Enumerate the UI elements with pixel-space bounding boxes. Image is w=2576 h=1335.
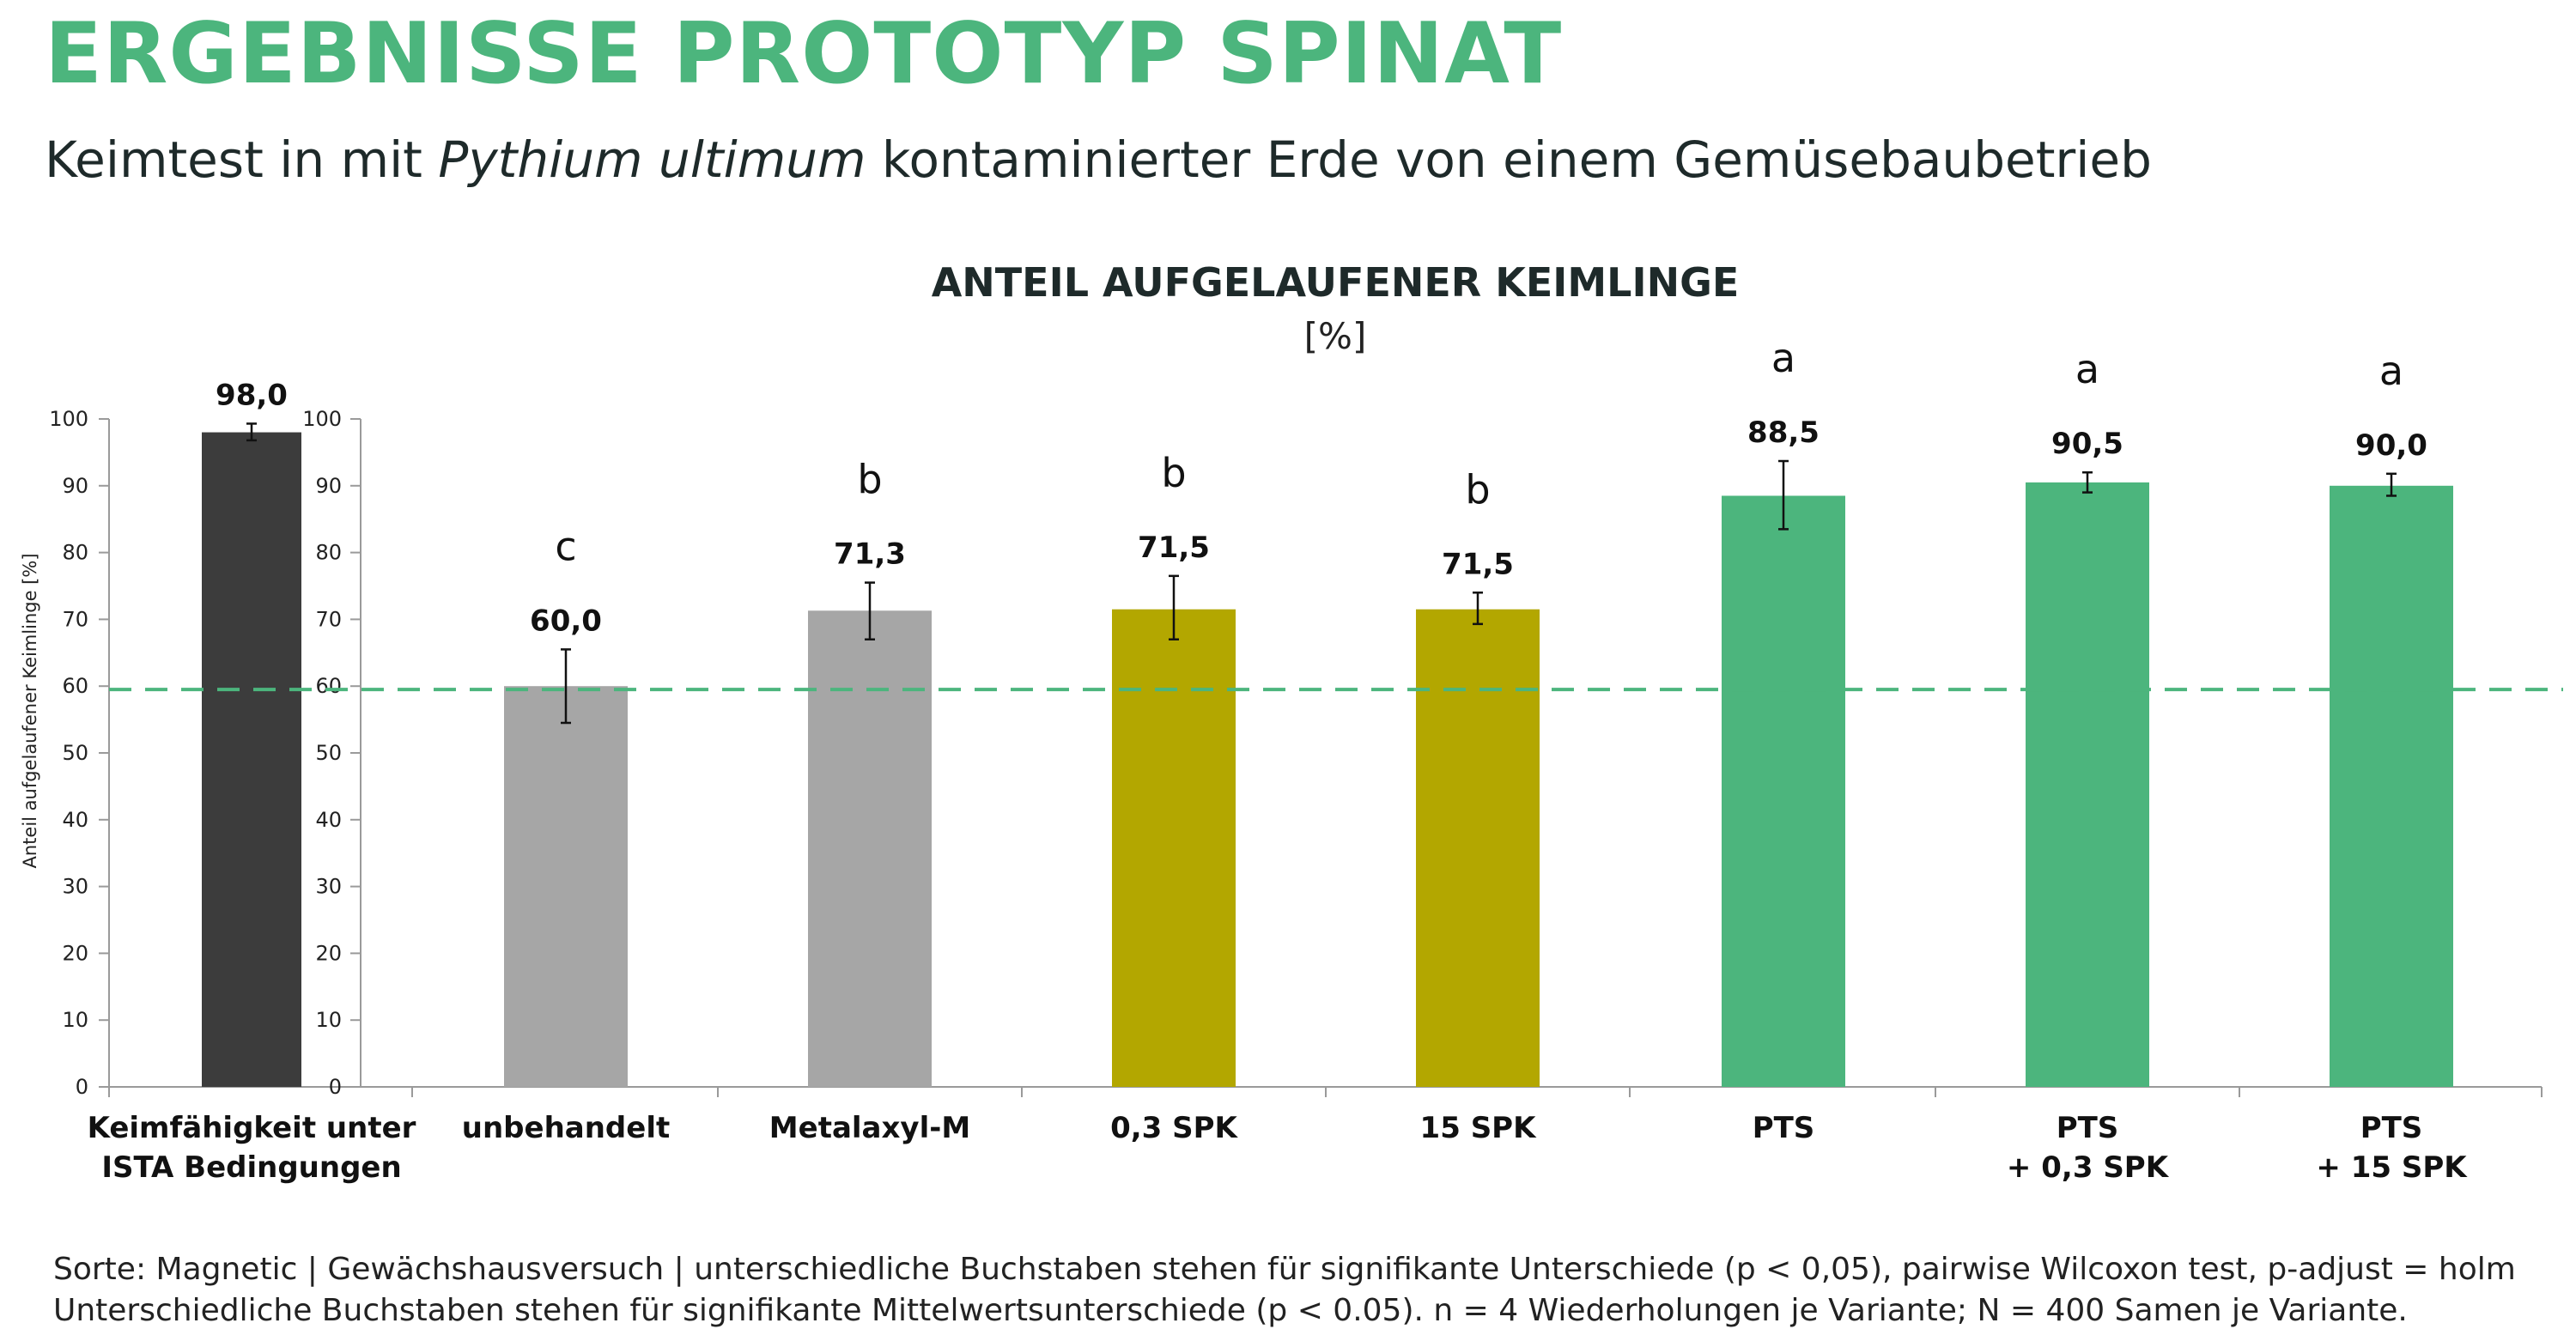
bar	[808, 610, 932, 1087]
significance-letter: b	[857, 457, 882, 503]
footnote-line: Unterschiedliche Buchstaben stehen für s…	[53, 1293, 2408, 1328]
y-tick-label: 60	[62, 674, 88, 698]
x-tick-label: Metalaxyl-M	[769, 1111, 970, 1145]
y-tick-label: 50	[315, 741, 342, 765]
y-tick-label: 30	[315, 875, 342, 899]
y-tick-label: 30	[62, 875, 88, 899]
x-tick-label: PTS	[2057, 1111, 2119, 1145]
bar	[2330, 485, 2453, 1087]
y-axis-label: Anteil aufgelaufener Keimlinge [%]	[20, 553, 40, 868]
y-tick-label: 90	[315, 474, 342, 498]
data-label: 90,5	[2051, 427, 2123, 461]
x-tick-label: unbehandelt	[462, 1111, 670, 1145]
y-tick-label: 100	[49, 407, 88, 431]
y-tick-label: 60	[315, 674, 342, 698]
x-tick-label: PTS	[1753, 1111, 1815, 1145]
data-label: 90,0	[2355, 428, 2427, 463]
bar	[1112, 609, 1236, 1087]
subtitle-part: Keimtest in mit	[45, 130, 439, 189]
significance-letter: c	[555, 523, 576, 569]
y-tick-label: 0	[76, 1075, 88, 1099]
chart-unit: [%]	[1304, 315, 1367, 357]
subtitle-part: kontaminierter Erde von einem Gemüsebaub…	[866, 130, 2152, 189]
chart-title: ANTEIL AUFGELAUFENER KEIMLINGE	[932, 259, 1740, 306]
y-tick-label: 0	[329, 1075, 342, 1099]
y-tick-label: 70	[315, 607, 342, 631]
footnote: Sorte: Magnetic | Gewächshausversuch | u…	[53, 1249, 2516, 1332]
significance-letter: b	[1465, 466, 1490, 513]
data-label: 60,0	[530, 604, 602, 638]
y-tick-label: 10	[315, 1008, 342, 1032]
significance-letter: a	[2379, 348, 2403, 394]
bar	[202, 432, 301, 1087]
page-subtitle: Keimtest in mit Pythium ultimum kontamin…	[45, 130, 2152, 189]
data-label: 71,5	[1442, 547, 1514, 581]
y-tick-label: 80	[315, 541, 342, 565]
page-title: ERGEBNISSE PROTOTYP SPINAT	[45, 5, 1563, 103]
y-tick-label: 10	[62, 1008, 88, 1032]
bar	[1416, 609, 1540, 1087]
y-tick-label: 100	[302, 407, 342, 431]
data-label: 88,5	[1747, 416, 1820, 450]
y-tick-label: 90	[62, 474, 88, 498]
x-tick-label: ISTA Bedingungen	[101, 1150, 401, 1185]
significance-letter: b	[1161, 450, 1186, 496]
data-label: 98,0	[216, 378, 288, 412]
data-label: 71,3	[834, 537, 906, 572]
y-tick-label: 40	[62, 808, 88, 832]
data-label: 71,5	[1138, 531, 1210, 565]
x-tick-label: + 0,3 SPK	[2007, 1150, 2170, 1185]
bar	[1722, 495, 1845, 1087]
y-tick-label: 50	[62, 741, 88, 765]
x-tick-label: PTS	[2360, 1111, 2423, 1145]
subtitle-species: Pythium ultimum	[438, 130, 866, 189]
y-tick-label: 20	[62, 941, 88, 965]
y-tick-label: 20	[315, 941, 342, 965]
y-tick-label: 70	[62, 607, 88, 631]
bar-chart: ANTEIL AUFGELAUFENER KEIMLINGE [%] Antei…	[20, 259, 2563, 1185]
y-tick-label: 40	[315, 808, 342, 832]
significance-letter: a	[2075, 346, 2099, 392]
bar	[2026, 482, 2149, 1087]
x-tick-label: Keimfähigkeit unter	[88, 1111, 416, 1145]
x-tick-label: 0,3 SPK	[1110, 1111, 1238, 1145]
bar	[504, 686, 628, 1087]
x-tick-label: 15 SPK	[1420, 1111, 1538, 1145]
footnote-line: Sorte: Magnetic | Gewächshausversuch | u…	[53, 1252, 2516, 1287]
significance-letter: a	[1771, 335, 1795, 381]
x-tick-label: + 15 SPK	[2316, 1150, 2468, 1185]
y-tick-label: 80	[62, 541, 88, 565]
